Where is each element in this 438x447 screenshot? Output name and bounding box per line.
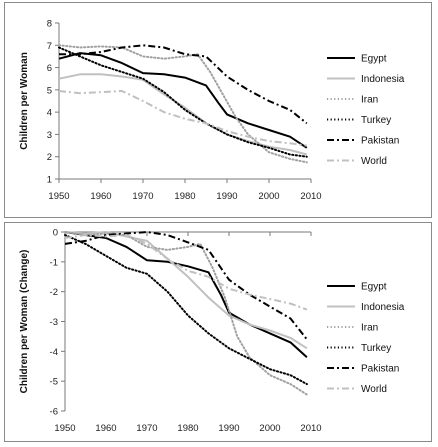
x-tick-label: 1990 — [216, 191, 237, 202]
y-tick-label: 2 — [47, 152, 52, 163]
x-tick-label: 2010 — [300, 423, 321, 434]
y-tick-label: -3 — [50, 317, 58, 328]
legend-label-egypt: Egypt — [361, 282, 387, 293]
legend-label-turkey: Turkey — [361, 343, 391, 354]
x-tick-label: 1970 — [136, 423, 157, 434]
fertility-line-chart: 1 2 3 4 5 6 7 8 1950 1960 1970 1980 1990 2000 2010 Chil… — [19, 19, 405, 203]
x-tick-label: 2000 — [259, 423, 280, 434]
x-tick-label: 1970 — [132, 191, 153, 202]
y-tick-label: 4 — [47, 108, 52, 119]
legend-label-iran: Iran — [361, 323, 378, 334]
x-tick-label: 1960 — [95, 423, 116, 434]
series-line-iran — [58, 44, 308, 164]
series-line-turkey — [64, 234, 308, 386]
y-tick-label: 1 — [47, 175, 52, 186]
y-tick-label: -4 — [50, 347, 58, 358]
series-line-world — [58, 90, 307, 147]
x-tick-label: 1950 — [48, 191, 69, 202]
x-tick-label: 1950 — [54, 423, 75, 434]
series-line-turkey — [58, 46, 308, 158]
legend-label-pakistan: Pakistan — [361, 136, 399, 147]
x-tick-label: 1980 — [174, 191, 195, 202]
y-tick-label: -1 — [50, 257, 58, 268]
fertility-chart-panel: 1 2 3 4 5 6 7 8 1950 1960 1970 1980 1990 2000 2010 Chil… — [4, 2, 432, 218]
y-axis-label: Children per Woman (Change) — [19, 250, 30, 394]
y-tick-label: -6 — [50, 407, 58, 418]
legend-label-world: World — [361, 156, 387, 167]
legend-label-world: World — [361, 384, 387, 395]
legend-label-indonesia: Indonesia — [361, 74, 405, 85]
fertility-change-line-chart: 0 -1 -2 -3 -4 -5 -6 1950 1960 1970 1980 1990 2000 201… — [19, 228, 405, 435]
series-line-egypt — [64, 231, 308, 359]
series-line-pakistan — [64, 231, 308, 341]
x-tick-label: 1980 — [177, 423, 198, 434]
x-tick-label: 2000 — [258, 191, 279, 202]
y-tick-label: 3 — [47, 130, 52, 141]
y-tick-label: 6 — [47, 63, 52, 74]
x-tick-label: 1990 — [218, 423, 239, 434]
y-tick-label: 7 — [47, 41, 52, 52]
y-tick-label: 5 — [47, 85, 52, 96]
series-line-indonesia — [58, 73, 308, 156]
x-tick-label: 1960 — [90, 191, 111, 202]
legend-label-turkey: Turkey — [361, 115, 391, 126]
y-tick-label: 0 — [53, 228, 58, 239]
y-tick-label: 8 — [47, 19, 52, 30]
x-tick-label: 2010 — [300, 191, 321, 202]
legend-label-egypt: Egypt — [361, 54, 387, 65]
legend-label-pakistan: Pakistan — [361, 364, 399, 375]
series-line-pakistan — [59, 44, 308, 125]
series-line-indonesia — [64, 231, 308, 350]
y-tick-label: -2 — [50, 287, 58, 298]
y-axis-label: Children per Woman — [19, 52, 30, 150]
legend-label-indonesia: Indonesia — [361, 302, 405, 313]
series-line-egypt — [58, 52, 308, 149]
y-tick-label: -5 — [50, 377, 58, 388]
series-line-world — [64, 234, 308, 311]
fertility-change-chart-panel: 0 -1 -2 -3 -4 -5 -6 1950 1960 1970 1980 1990 2000 201… — [4, 222, 432, 442]
legend-label-iran: Iran — [361, 95, 378, 106]
